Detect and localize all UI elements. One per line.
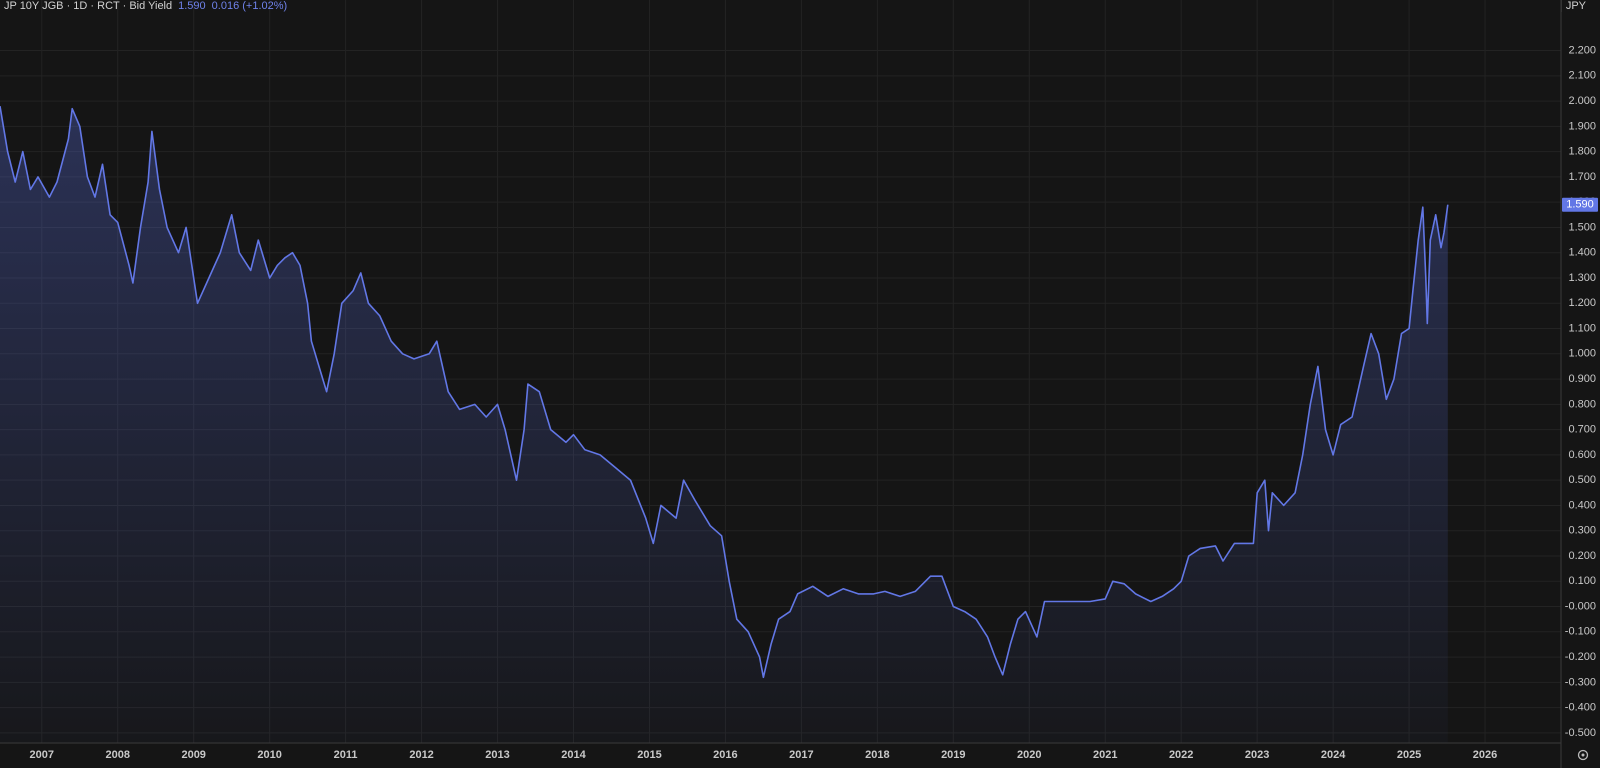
y-tick-label: 0.500: [1568, 474, 1596, 486]
x-tick-label: 2013: [485, 749, 509, 761]
y-tick-label: 1.300: [1568, 272, 1596, 284]
x-tick-label: 2016: [713, 749, 737, 761]
instrument-title: JP 10Y JGB · 1D · RCT · Bid Yield: [4, 0, 173, 12]
y-tick-label: -0.100: [1565, 626, 1596, 638]
y-tick-label: 1.700: [1568, 171, 1596, 183]
price-change: 0.016 (+1.02%): [211, 0, 288, 12]
x-tick-label: 2010: [257, 749, 281, 761]
x-tick-label: 2019: [941, 749, 965, 761]
y-tick-label: 0.400: [1568, 499, 1596, 511]
header: JP 10Y JGB · 1D · RCT · Bid Yield 1.590 0.…: [4, 0, 287, 12]
x-tick-label: 2021: [1093, 749, 1117, 761]
x-tick-label: 2024: [1321, 749, 1346, 761]
y-tick-label: -0.000: [1565, 600, 1596, 612]
x-tick-label: 2025: [1397, 749, 1421, 761]
x-tick-label: 2020: [1017, 749, 1041, 761]
price-axis: [1561, 0, 1600, 768]
yield-line: [0, 105, 1449, 679]
y-tick-label: 2.000: [1568, 95, 1596, 107]
last-price-tag: [1562, 197, 1598, 212]
x-tick-label: 2008: [105, 749, 129, 761]
x-tick-label: 2011: [334, 749, 358, 761]
x-tick-label: 2015: [637, 749, 661, 761]
x-tick-label: 2026: [1473, 749, 1497, 761]
last-price-label: 1.590: [1566, 199, 1594, 211]
y-tick-label: 1.400: [1568, 247, 1596, 259]
y-tick-label: 0.900: [1568, 373, 1596, 385]
y-tick-label: -0.500: [1565, 727, 1596, 739]
y-tick-label: 1.800: [1568, 146, 1596, 158]
x-tick-label: 2023: [1245, 749, 1269, 761]
x-tick-label: 2009: [181, 749, 205, 761]
currency: JPY: [1565, 0, 1586, 12]
settings-icon-dot: [1581, 753, 1585, 757]
y-tick-label: 0.600: [1568, 449, 1596, 461]
y-tick-label: 0.300: [1568, 525, 1596, 537]
last-price: 1.590: [178, 0, 206, 12]
y-tick-label: 2.200: [1568, 44, 1596, 56]
y-tick-label: 1.100: [1568, 322, 1596, 334]
y-tick-label: -0.400: [1565, 702, 1596, 714]
x-tick-label: 2012: [409, 749, 433, 761]
y-tick-label: 0.700: [1568, 424, 1596, 436]
y-tick-label: 1.900: [1568, 120, 1596, 132]
x-tick-label: 2007: [30, 749, 54, 761]
y-tick-label: 1.000: [1568, 348, 1596, 360]
y-tick-label: 2.100: [1568, 70, 1596, 82]
settings-icon[interactable]: [1577, 749, 1589, 761]
y-tick-label: 0.800: [1568, 398, 1596, 410]
x-tick-label: 2022: [1169, 749, 1193, 761]
y-tick-label: 1.200: [1568, 297, 1596, 309]
x-tick-label: 2014: [561, 749, 586, 761]
y-tick-label: -0.200: [1565, 651, 1596, 663]
x-tick-label: 2018: [865, 749, 889, 761]
y-tick-label: 0.100: [1568, 575, 1596, 587]
y-tick-label: -0.300: [1565, 676, 1596, 688]
currency-selector[interactable]: JPY: [1560, 0, 1596, 12]
x-tick-label: 2017: [789, 749, 813, 761]
area-fill: [0, 106, 1448, 744]
y-tick-label: 1.500: [1568, 221, 1596, 233]
y-tick-label: 0.200: [1568, 550, 1596, 562]
